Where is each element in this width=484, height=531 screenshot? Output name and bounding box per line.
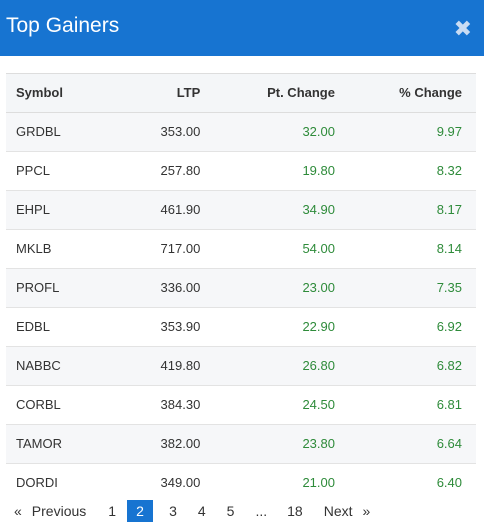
column-header-pct-change[interactable]: % Change <box>334 74 476 113</box>
cell-ltp: 336.00 <box>114 268 201 308</box>
next-label: Next <box>323 503 353 519</box>
page-2-button[interactable]: 2 <box>127 500 154 522</box>
table-row[interactable]: MKLB 717.00 54.00 8.14 <box>6 229 476 269</box>
cell-ltp: 257.80 <box>114 151 201 191</box>
cell-pt-change: 22.90 <box>200 307 335 347</box>
page-3-button[interactable]: 3 <box>169 503 177 519</box>
cell-pt-change: 34.90 <box>200 190 335 230</box>
gainers-table-container: Symbol LTP Pt. Change % Change GRDBL 353.… <box>6 73 476 502</box>
column-header-ltp[interactable]: LTP <box>114 74 201 113</box>
cell-pct-change: 6.40 <box>436 475 462 491</box>
cell-ltp: 353.00 <box>114 112 201 152</box>
gainers-table: Symbol LTP Pt. Change % Change GRDBL 353.… <box>6 74 476 502</box>
page-1-button[interactable]: 1 <box>108 503 117 519</box>
cell-pct-change: 6.64 <box>334 424 476 464</box>
cell-ltp: 353.90 <box>114 307 201 347</box>
cell-pt-change: 24.50 <box>200 385 335 425</box>
cell-symbol: EHPL <box>6 190 115 230</box>
pagination: « Previous 1 2 3 4 5 ... 18 Next » <box>14 500 370 522</box>
page-18-button[interactable]: 18 <box>287 503 303 519</box>
cell-pct-change: 8.17 <box>334 190 476 230</box>
cell-pt-change: 19.80 <box>200 151 335 191</box>
table-row[interactable]: CORBL 384.30 24.50 6.81 <box>6 385 476 425</box>
cell-pt-change: 23.00 <box>200 268 335 308</box>
cell-pct-change: 9.97 <box>334 112 476 152</box>
cell-symbol: TAMOR <box>6 424 115 464</box>
table-row[interactable]: DORDI 349.00 21.00 6.40 <box>6 463 476 502</box>
next-page-button[interactable]: Next » <box>324 503 371 519</box>
previous-label: Previous <box>31 503 87 519</box>
column-header-pt-change[interactable]: Pt. Change <box>200 74 335 113</box>
cell-symbol: CORBL <box>6 385 115 425</box>
table-row[interactable]: GRDBL 353.00 32.00 9.97 <box>6 112 476 152</box>
cell-pt-change: 23.80 <box>200 424 335 464</box>
cell-ltp: 384.30 <box>114 385 201 425</box>
double-left-arrow-icon: « <box>14 503 22 519</box>
cell-ltp: 717.00 <box>114 229 201 269</box>
cell-symbol: NABBC <box>6 346 115 386</box>
cell-symbol: MKLB <box>6 229 115 269</box>
cell-symbol: PPCL <box>6 151 115 191</box>
table-row[interactable]: PROFL 336.00 23.00 7.35 <box>6 268 476 308</box>
cell-symbol: EDBL <box>6 307 115 347</box>
cell-pt-change: 21.00 <box>302 475 335 491</box>
modal-header: Top Gainers ✖ <box>0 0 484 56</box>
table-row[interactable]: TAMOR 382.00 23.80 6.64 <box>6 424 476 464</box>
cell-ltp: 349.00 <box>160 475 201 491</box>
page-4-button[interactable]: 4 <box>197 503 206 519</box>
modal-title: Top Gainers <box>6 14 120 37</box>
cell-ltp: 461.90 <box>114 190 201 230</box>
table-header-row: Symbol LTP Pt. Change % Change <box>6 74 476 113</box>
previous-page-button[interactable]: « Previous <box>14 503 86 519</box>
cell-symbol: PROFL <box>6 268 115 308</box>
cell-pt-change: 54.00 <box>200 229 335 269</box>
page-5-button[interactable]: 5 <box>226 503 235 519</box>
cell-pct-change: 6.92 <box>334 307 476 347</box>
cell-ltp: 382.00 <box>114 424 201 464</box>
cell-ltp: 419.80 <box>114 346 201 386</box>
close-icon[interactable]: ✖ <box>453 16 472 41</box>
cell-pt-change: 32.00 <box>200 112 335 152</box>
table-row[interactable]: NABBC 419.80 26.80 6.82 <box>6 346 476 386</box>
cell-pct-change: 7.35 <box>334 268 476 308</box>
cell-pct-change: 8.32 <box>334 151 476 191</box>
table-row[interactable]: EDBL 353.90 22.90 6.92 <box>6 307 476 347</box>
double-right-arrow-icon: » <box>362 503 371 519</box>
pagination-ellipsis: ... <box>255 503 268 519</box>
cell-pct-change: 6.82 <box>334 346 476 386</box>
cell-symbol: GRDBL <box>6 112 115 152</box>
cell-pct-change: 6.81 <box>334 385 476 425</box>
cell-symbol: DORDI <box>16 475 58 491</box>
column-header-symbol[interactable]: Symbol <box>6 74 115 113</box>
cell-pt-change: 26.80 <box>200 346 335 386</box>
table-row[interactable]: PPCL 257.80 19.80 8.32 <box>6 151 476 191</box>
table-row[interactable]: EHPL 461.90 34.90 8.17 <box>6 190 476 230</box>
cell-pct-change: 8.14 <box>334 229 476 269</box>
